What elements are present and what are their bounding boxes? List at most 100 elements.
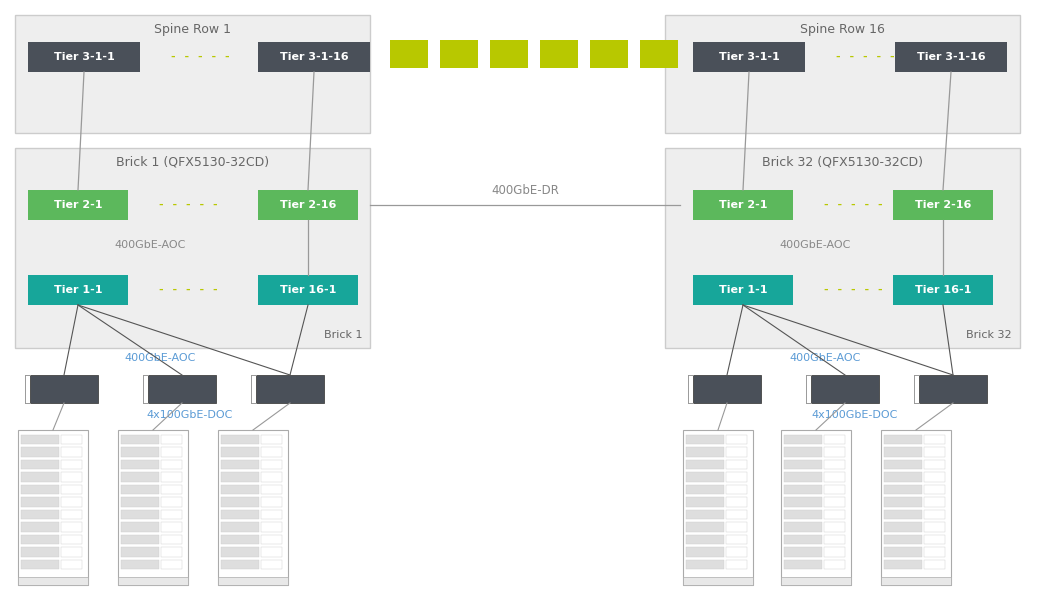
Bar xyxy=(28,275,128,305)
Text: - - - - -: - - - - - xyxy=(158,285,218,295)
Text: 400GbE-DR: 400GbE-DR xyxy=(491,184,559,197)
Bar xyxy=(148,375,216,403)
Bar xyxy=(726,510,747,519)
Text: Tier 16-1: Tier 16-1 xyxy=(915,285,971,295)
Bar xyxy=(924,535,945,544)
Bar xyxy=(686,522,723,532)
Bar xyxy=(693,275,793,305)
Text: Brick 32: Brick 32 xyxy=(966,330,1012,340)
Text: Spine Row 1: Spine Row 1 xyxy=(154,22,231,35)
Bar xyxy=(161,435,182,445)
Bar xyxy=(784,497,822,507)
Bar xyxy=(884,535,922,544)
Bar xyxy=(924,560,945,569)
Text: Brick 1 (QFX5130-32CD): Brick 1 (QFX5130-32CD) xyxy=(116,155,269,169)
Text: - - - - -: - - - - - xyxy=(835,52,896,62)
Bar xyxy=(881,577,951,585)
Text: Tier 3-1-16: Tier 3-1-16 xyxy=(917,52,985,62)
Bar xyxy=(726,522,747,532)
Bar xyxy=(260,497,281,507)
Bar xyxy=(924,460,945,469)
Bar xyxy=(161,547,182,557)
Bar xyxy=(220,535,258,544)
Bar xyxy=(881,430,951,585)
Bar xyxy=(61,522,82,532)
Bar xyxy=(161,560,182,569)
Bar xyxy=(161,472,182,482)
Bar xyxy=(686,485,723,494)
Bar xyxy=(61,497,82,507)
Bar xyxy=(682,577,753,585)
Bar xyxy=(260,435,281,445)
Bar xyxy=(540,40,578,68)
Bar xyxy=(121,472,159,482)
Bar xyxy=(824,448,845,457)
Bar xyxy=(220,497,258,507)
Bar xyxy=(665,148,1020,348)
Text: Tier 1-1: Tier 1-1 xyxy=(719,285,768,295)
Bar xyxy=(61,485,82,494)
Bar xyxy=(924,472,945,482)
Bar xyxy=(686,535,723,544)
Bar xyxy=(61,560,82,569)
Bar xyxy=(61,448,82,457)
Bar xyxy=(590,40,628,68)
Bar xyxy=(218,430,288,585)
Text: 400GbE-AOC: 400GbE-AOC xyxy=(790,353,861,363)
Bar xyxy=(161,448,182,457)
Bar xyxy=(686,547,723,557)
Bar xyxy=(21,510,59,519)
Bar xyxy=(784,460,822,469)
Bar xyxy=(260,560,281,569)
Bar xyxy=(924,522,945,532)
Bar xyxy=(884,547,922,557)
Bar xyxy=(824,510,845,519)
Text: 400GbE-AOC: 400GbE-AOC xyxy=(779,240,851,250)
Bar xyxy=(895,42,1007,72)
Bar xyxy=(924,485,945,494)
Bar xyxy=(824,460,845,469)
Bar xyxy=(21,535,59,544)
Bar xyxy=(390,40,428,68)
Bar xyxy=(884,510,922,519)
Bar xyxy=(726,435,747,445)
Bar xyxy=(260,547,281,557)
Bar xyxy=(220,547,258,557)
Text: Tier 1-1: Tier 1-1 xyxy=(54,285,102,295)
Bar xyxy=(811,375,879,403)
Bar xyxy=(726,535,747,544)
Bar xyxy=(884,497,922,507)
Bar xyxy=(121,485,159,494)
Bar xyxy=(21,560,59,569)
Bar xyxy=(892,275,993,305)
Bar xyxy=(220,485,258,494)
Bar xyxy=(884,522,922,532)
Text: Tier 2-16: Tier 2-16 xyxy=(915,200,971,210)
Bar xyxy=(220,448,258,457)
Bar xyxy=(61,435,82,445)
Bar xyxy=(260,535,281,544)
Bar xyxy=(824,497,845,507)
Bar xyxy=(121,497,159,507)
Text: 400GbE-AOC: 400GbE-AOC xyxy=(124,353,195,363)
Bar xyxy=(161,522,182,532)
Bar xyxy=(121,535,159,544)
Bar xyxy=(693,42,805,72)
Bar xyxy=(121,435,159,445)
Bar xyxy=(924,448,945,457)
Bar xyxy=(726,560,747,569)
Bar xyxy=(824,522,845,532)
Bar xyxy=(490,40,528,68)
Bar xyxy=(686,510,723,519)
Text: Tier 2-16: Tier 2-16 xyxy=(279,200,336,210)
Text: Tier 3-1-1: Tier 3-1-1 xyxy=(718,52,779,62)
Bar xyxy=(21,485,59,494)
Bar xyxy=(824,472,845,482)
Bar xyxy=(784,435,822,445)
Bar xyxy=(121,547,159,557)
Bar xyxy=(640,40,678,68)
Bar xyxy=(440,40,478,68)
Bar xyxy=(218,577,288,585)
Bar xyxy=(118,430,188,585)
Bar xyxy=(118,577,188,585)
